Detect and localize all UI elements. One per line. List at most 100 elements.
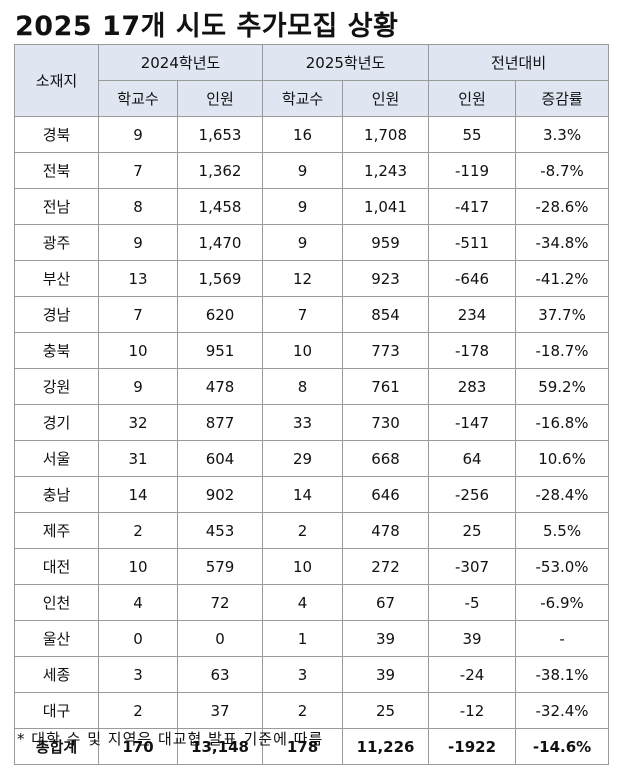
table-row: 광주 9 1,470 9 959 -511 -34.8% [14,224,610,261]
people-2024-cell: 1,569 [176,260,264,297]
schools-2024-cell: 14 [98,476,178,513]
table-body: 경북 9 1,653 16 1,708 55 3.3% 전북 7 1,362 9 1,243 -119-… [14,116,610,765]
schools-2024-cell: 2 [98,512,178,549]
header-schools-2024: 학교수 [98,80,178,117]
people-2024-cell: 37 [176,692,264,729]
schools-2024-cell: 4 [98,584,178,621]
people-2025-cell: 668 [342,440,430,477]
region-cell: 제주 [14,512,99,549]
region-cell: 광주 [14,224,99,261]
change-people-cell: 55 [428,116,517,153]
rate-cell: -53.0% [515,548,610,585]
schools-2025-cell: 9 [262,224,344,261]
schools-2025-cell: 3 [262,656,344,693]
table-row: 제주 2 453 2 478 25 5.5% [14,512,610,549]
schools-2025-cell: 14 [262,476,344,513]
table-row: 부산 13 1,569 12 923 -646 -41.2% [14,260,610,297]
schools-2024-cell: 8 [98,188,178,225]
table-row: 전남 8 1,458 9 1,041 -417 -28.6% [14,188,610,225]
region-cell: 대구 [14,692,99,729]
people-2025-cell: 761 [342,368,430,405]
people-2024-cell: 13,148 [176,728,264,765]
change-people-cell: 234 [428,296,517,333]
people-2025-cell: 478 [342,512,430,549]
schools-2024-cell: 9 [98,224,178,261]
region-cell: 총합계 [14,728,99,765]
table-row: 울산 0 0 1 39 39- [14,620,610,657]
rate-cell: -32.4% [515,692,610,729]
people-2025-cell: 773 [342,332,430,369]
header-people-2025: 인원 [342,80,430,117]
header-2025: 2025학년도 [262,44,430,81]
region-cell: 경남 [14,296,99,333]
schools-2025-cell: 178 [262,728,344,765]
people-2025-cell: 959 [342,224,430,261]
table-header: 소재지 2024학년도 2025학년도 전년대비 학교수 인원 학교수 인원 인… [14,44,610,117]
recruitment-table: 소재지 2024학년도 2025학년도 전년대비 학교수 인원 학교수 인원 인… [14,44,610,765]
schools-2025-cell: 29 [262,440,344,477]
people-2024-cell: 0 [176,620,264,657]
schools-2024-cell: 170 [98,728,178,765]
table-row: 경기 32 877 33 730 -147 -16.8% [14,404,610,441]
schools-2024-cell: 10 [98,548,178,585]
rate-cell: -38.1% [515,656,610,693]
schools-2024-cell: 13 [98,260,178,297]
header-rate: 증감률 [515,80,610,117]
people-2024-cell: 579 [176,548,264,585]
change-people-cell: -417 [428,188,517,225]
change-people-cell: -147 [428,404,517,441]
region-cell: 전북 [14,152,99,189]
table-row: 전북 7 1,362 9 1,243 -119 -8.7% [14,152,610,189]
region-cell: 전남 [14,188,99,225]
region-cell: 대전 [14,548,99,585]
people-2025-cell: 923 [342,260,430,297]
table-row: 경북 9 1,653 16 1,708 55 3.3% [14,116,610,153]
rate-cell: 3.3% [515,116,610,153]
region-cell: 경기 [14,404,99,441]
schools-2025-cell: 33 [262,404,344,441]
schools-2025-cell: 2 [262,512,344,549]
region-cell: 충남 [14,476,99,513]
people-2024-cell: 72 [176,584,264,621]
schools-2025-cell: 8 [262,368,344,405]
change-people-cell: 39 [428,620,517,657]
rate-cell: -34.8% [515,224,610,261]
change-people-cell: -178 [428,332,517,369]
rate-cell: -28.4% [515,476,610,513]
people-2025-cell: 854 [342,296,430,333]
people-2024-cell: 951 [176,332,264,369]
change-people-cell: -12 [428,692,517,729]
people-2025-cell: 67 [342,584,430,621]
schools-2025-cell: 1 [262,620,344,657]
people-2025-cell: 39 [342,620,430,657]
region-cell: 세종 [14,656,99,693]
table-row: 서울 31 604 29 668 64 10.6% [14,440,610,477]
people-2025-cell: 730 [342,404,430,441]
change-people-cell: -511 [428,224,517,261]
table-row: 경남 7 620 7 854 234 37.7% [14,296,610,333]
header-schools-2025: 학교수 [262,80,344,117]
region-cell: 충북 [14,332,99,369]
schools-2025-cell: 10 [262,332,344,369]
schools-2025-cell: 12 [262,260,344,297]
people-2025-cell: 1,708 [342,116,430,153]
people-2025-cell: 39 [342,656,430,693]
header-change-people: 인원 [428,80,517,117]
people-2025-cell: 11,226 [342,728,430,765]
table-row: 대구 2 37 2 25 -12 -32.4% [14,692,610,729]
schools-2024-cell: 2 [98,692,178,729]
rate-cell: -8.7% [515,152,610,189]
schools-2024-cell: 31 [98,440,178,477]
schools-2024-cell: 10 [98,332,178,369]
change-people-cell: -24 [428,656,517,693]
rate-cell: -6.9% [515,584,610,621]
table-row: 강원 9 478 8 761 283 59.2% [14,368,610,405]
people-2024-cell: 453 [176,512,264,549]
people-2024-cell: 1,470 [176,224,264,261]
schools-2024-cell: 3 [98,656,178,693]
change-people-cell: -119 [428,152,517,189]
people-2024-cell: 877 [176,404,264,441]
table-row: 대전 10 579 10 272 -307 -53.0% [14,548,610,585]
change-people-cell: 64 [428,440,517,477]
rate-cell: -14.6% [515,728,610,765]
